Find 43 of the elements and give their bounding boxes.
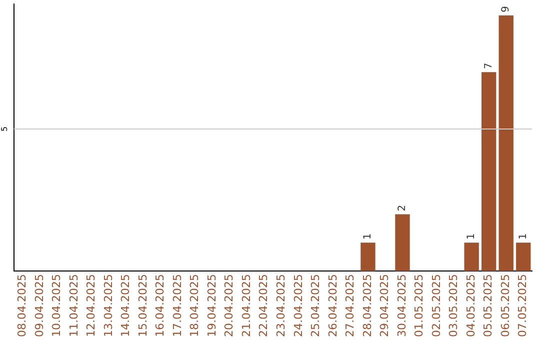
x-tick-label: 22.04.2025 (257, 274, 270, 338)
x-tick-label: 12.04.2025 (84, 274, 98, 338)
x-tick-label: 20.04.2025 (222, 274, 236, 338)
x-tick-label: 24.04.2025 (292, 274, 305, 338)
data-label: 1 (362, 233, 374, 240)
bar (498, 15, 514, 272)
x-tick-label: 26.04.2025 (326, 274, 340, 338)
x-tick-label: 06.05.2025 (498, 274, 512, 338)
x-tick-label: 10.04.2025 (50, 274, 64, 338)
bar (516, 242, 531, 272)
data-label: 1 (518, 233, 529, 240)
bar (464, 242, 479, 272)
x-tick-label: 09.04.2025 (32, 274, 46, 338)
bar (360, 242, 376, 272)
x-tick-label: 18.04.2025 (188, 274, 202, 338)
x-tick-label: 29.04.2025 (378, 274, 392, 338)
x-tick-label: 23.04.2025 (274, 274, 288, 338)
x-tick-label: 04.05.2025 (464, 274, 478, 338)
x-tick-label: 15.04.2025 (136, 274, 150, 338)
x-tick-label: 05.05.2025 (482, 274, 495, 338)
x-tick-label: 11.04.2025 (67, 274, 80, 338)
x-tick-label: 13.04.2025 (102, 274, 115, 338)
x-tick-label: 07.05.2025 (516, 274, 530, 338)
bar (481, 72, 496, 272)
x-tick-label: 27.04.2025 (344, 274, 357, 338)
x-tick-label: 30.04.2025 (395, 274, 408, 338)
data-label: 1 (466, 233, 478, 240)
ref-line-label: 5 (0, 126, 10, 132)
x-tick-label: 19.04.2025 (205, 274, 218, 338)
x-tick-label: 16.04.2025 (154, 274, 167, 338)
data-label: 7 (483, 62, 494, 70)
x-tick-label: 17.04.2025 (170, 274, 184, 338)
x-tick-label: 28.04.2025 (360, 274, 374, 338)
x-tick-label: 21.04.2025 (240, 274, 253, 338)
data-label: 2 (397, 204, 408, 212)
bar (395, 214, 410, 272)
x-tick-label: 08.04.2025 (15, 274, 28, 338)
x-tick-label: 14.04.2025 (119, 274, 132, 338)
x-tick-label: 25.04.2025 (309, 274, 322, 338)
x-tick-label: 03.05.2025 (447, 274, 460, 338)
data-label: 9 (500, 6, 512, 12)
x-tick-label: 01.05.2025 (412, 274, 426, 338)
x-tick-label: 02.05.2025 (430, 274, 443, 338)
